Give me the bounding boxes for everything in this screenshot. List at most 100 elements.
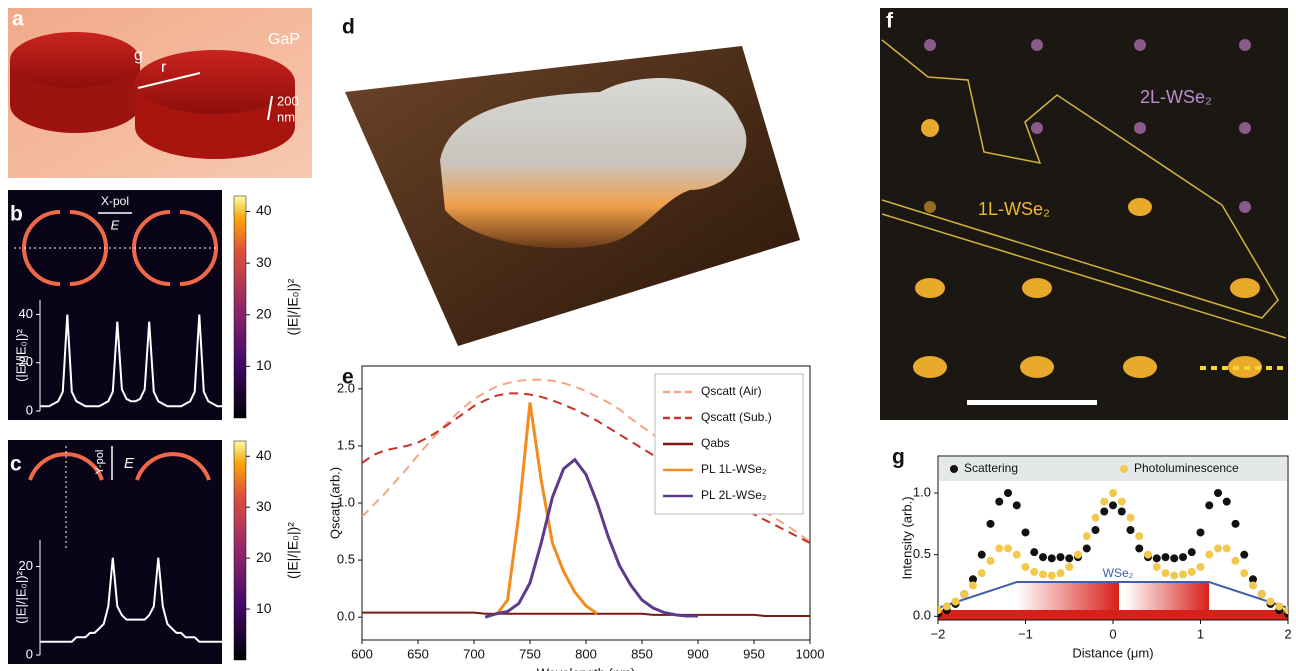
- data-point: [1197, 528, 1205, 536]
- panel-label: f: [886, 10, 894, 33]
- data-point: [1205, 501, 1213, 509]
- dot: [1031, 122, 1043, 134]
- data-point: [1109, 489, 1117, 497]
- y-axis-label: Intensity (arb.): [899, 496, 914, 579]
- data-point: [1109, 501, 1117, 509]
- data-point: [1022, 528, 1030, 536]
- region-label: 2L-WSe₂: [1140, 87, 1212, 107]
- data-point: [1170, 554, 1178, 562]
- dot: [1239, 122, 1251, 134]
- data-point: [1030, 548, 1038, 556]
- panel-label: c: [10, 453, 22, 476]
- panel-label: d: [342, 16, 355, 39]
- data-point: [1100, 507, 1108, 515]
- pol-label: Y-pol: [94, 450, 106, 475]
- y-tick-label: 0.5: [913, 546, 931, 561]
- data-point: [952, 598, 960, 606]
- dot: [915, 278, 945, 298]
- dot: [1128, 198, 1152, 216]
- pol-label: X-pol: [101, 194, 129, 208]
- data-point: [1013, 501, 1021, 509]
- data-point: [1118, 498, 1126, 506]
- panel-a: a GaP g r 200 nm: [8, 8, 312, 178]
- colorbar-tick-label: 20: [256, 549, 272, 565]
- legend-label: PL 1L-WSe₂: [701, 462, 767, 476]
- x-tick-label: 650: [407, 646, 429, 661]
- data-point: [1092, 526, 1100, 534]
- panel-label: g: [892, 446, 905, 469]
- legend-label: Scattering: [964, 461, 1018, 475]
- y-tick-label: 0.0: [913, 608, 931, 623]
- y-tick-label: 1.0: [913, 484, 931, 499]
- dot: [924, 201, 936, 213]
- x-tick-label: −2: [931, 626, 946, 641]
- x-axis-label: Wavelength (nm): [537, 665, 636, 671]
- colorbar-tick-label: 30: [256, 254, 272, 270]
- disc-section: [1017, 582, 1119, 610]
- x-tick-label: 750: [519, 646, 541, 661]
- radius-label: r: [161, 59, 167, 76]
- data-point: [1162, 553, 1170, 561]
- y-tick-label: 0.5: [337, 552, 355, 567]
- field-label: E: [111, 217, 120, 232]
- panel-label: a: [12, 8, 24, 31]
- panel-f: f 2L-WSe₂ 1L-WSe₂: [880, 8, 1288, 420]
- disc-section: [1125, 582, 1209, 610]
- y-axis-label: (|E|/|E₀|)²: [13, 570, 28, 624]
- data-point: [987, 520, 995, 528]
- x-axis-label: Distance (μm): [1072, 645, 1153, 660]
- y-tick-label: 1.5: [337, 437, 355, 452]
- y-axis-label: Qscatt (arb.): [327, 467, 342, 539]
- data-point: [1039, 553, 1047, 561]
- data-point: [1057, 553, 1065, 561]
- dot: [1123, 356, 1157, 378]
- y-axis-label: (|E|/|E₀|)²: [13, 328, 28, 382]
- data-point: [995, 544, 1003, 552]
- data-point: [1232, 520, 1240, 528]
- data-point: [1004, 489, 1012, 497]
- data-point: [1144, 551, 1152, 559]
- legend-label: Qscatt (Air): [701, 384, 762, 398]
- legend-label: Qabs: [701, 436, 730, 450]
- x-tick-label: 950: [743, 646, 765, 661]
- legend-swatch: [1120, 465, 1128, 473]
- x-tick-label: 850: [631, 646, 653, 661]
- data-point: [1153, 563, 1161, 571]
- x-tick-label: 700: [463, 646, 485, 661]
- data-point: [1197, 563, 1205, 571]
- data-point: [987, 557, 995, 565]
- colorbar-label: (|E|/|E₀|)²: [285, 522, 301, 579]
- x-tick-label: 0: [1109, 626, 1116, 641]
- x-tick-label: 1: [1197, 626, 1204, 641]
- data-point: [978, 569, 986, 577]
- wse2-label: WSe₂: [1103, 566, 1134, 580]
- data-point: [934, 606, 942, 614]
- y-tick-label: 0: [26, 402, 33, 417]
- data-point: [1048, 554, 1056, 562]
- colorbar-tick-label: 40: [256, 202, 272, 218]
- data-point: [1083, 532, 1091, 540]
- legend-label: Photoluminescence: [1134, 461, 1239, 475]
- data-point: [969, 581, 977, 589]
- colorbar: [234, 196, 246, 418]
- data-point: [1135, 532, 1143, 540]
- data-point: [1205, 551, 1213, 559]
- data-point: [1188, 568, 1196, 576]
- data-point: [1083, 544, 1091, 552]
- y-tick-label: 2.0: [337, 380, 355, 395]
- y-tick-label: 0: [26, 646, 33, 661]
- series-line: [496, 403, 597, 615]
- series-line: [362, 613, 810, 616]
- data-point: [1223, 498, 1231, 506]
- x-tick-label: 600: [351, 646, 373, 661]
- data-point: [1048, 572, 1056, 580]
- colorbar-tick-label: 40: [256, 447, 272, 463]
- data-point: [1267, 598, 1275, 606]
- data-point: [1275, 602, 1283, 610]
- data-point: [1240, 551, 1248, 559]
- data-point: [1013, 551, 1021, 559]
- disc-top: [10, 32, 140, 88]
- data-point: [1100, 498, 1108, 506]
- data-point: [1240, 569, 1248, 577]
- data-point: [1188, 548, 1196, 556]
